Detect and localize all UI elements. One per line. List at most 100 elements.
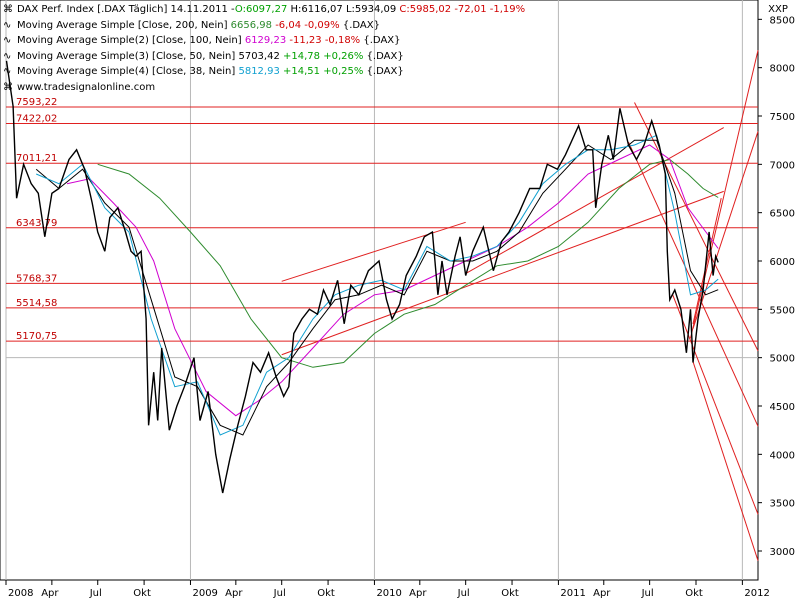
y-tick-label: 4500 xyxy=(770,402,795,413)
indicator-value: 6129,23 xyxy=(244,35,287,46)
source-link[interactable]: www.tradesignalonline.com xyxy=(17,81,156,93)
x-tick-label: Jul xyxy=(89,588,102,599)
y-tick-label: 7000 xyxy=(770,160,795,171)
legend-source-row: ⌘ www.tradesignalonline.com xyxy=(3,80,525,96)
level-label: 5170,75 xyxy=(16,331,57,342)
indicator-suffix: {.DAX} xyxy=(366,66,404,77)
legend-ma-row: ∿ Moving Average Simple [Close, 200, Nein… xyxy=(3,18,525,34)
indicator-suffix: {.DAX} xyxy=(363,35,401,46)
indicator-icon: ∿ xyxy=(3,66,12,77)
indicator-change: -11,23 xyxy=(289,35,322,46)
indicator-label: Moving Average Simple(3) [Close, 50, Nei… xyxy=(17,50,236,62)
instrument-change-pct: -1,19% xyxy=(489,4,526,15)
indicator-change-pct: -0,09% xyxy=(304,19,340,31)
legend-ma-row: ∿ Moving Average Simple(4) [Close, 38, Ne… xyxy=(3,64,525,80)
y-tick-label: 8500 xyxy=(770,15,795,26)
chart-legend: ⌘ DAX Perf. Index [.DAX Täglich] 14.11.20… xyxy=(3,2,525,95)
y-tick-label: 3500 xyxy=(770,499,795,510)
instrument-high: H:6116,07 xyxy=(290,4,343,15)
indicator-value: 5703,42 xyxy=(238,50,280,62)
x-tick-label: 2008 xyxy=(8,588,33,599)
indicator-label: Moving Average Simple [Close, 200, Nein] xyxy=(17,19,228,31)
indicator-change-pct: +0,25% xyxy=(323,66,364,77)
indicator-icon: ∿ xyxy=(3,35,12,46)
x-tick-label: Okt xyxy=(317,588,335,599)
indicator-change: -6,04 xyxy=(275,19,302,31)
x-tick-label: Apr xyxy=(593,588,611,599)
moving-average-line xyxy=(35,139,719,436)
moving-average-line xyxy=(97,158,719,368)
trend-line xyxy=(692,198,722,324)
trend-line xyxy=(634,102,759,352)
x-tick-label: Okt xyxy=(133,588,151,599)
y-tick-label: 8000 xyxy=(770,64,795,75)
indicator-icon: ∿ xyxy=(3,19,12,31)
x-tick-label: Apr xyxy=(409,588,427,599)
trend-line xyxy=(281,190,724,356)
level-label: 7593,22 xyxy=(16,97,57,108)
x-tick-label: Okt xyxy=(685,588,703,599)
indicator-label: Moving Average Simple(2) [Close, 100, Ne… xyxy=(17,35,242,46)
level-label: 5514,58 xyxy=(16,298,57,309)
x-tick-label: Jul xyxy=(641,588,654,599)
instrument-title: DAX Perf. Index [.DAX Täglich] 14.11.201… xyxy=(17,4,235,15)
instrument-close: C:5985,02 xyxy=(399,4,452,15)
x-axis: 2008 Apr Jul Okt 2009 Apr Jul Okt 2010 Apr Jul Okt 2… xyxy=(5,580,770,599)
x-tick-label: Okt xyxy=(501,588,519,599)
grid-lines xyxy=(5,0,758,580)
trend-line xyxy=(281,221,466,282)
trend-line xyxy=(671,293,759,515)
x-tick-label: 2009 xyxy=(192,588,217,599)
level-label: 5768,37 xyxy=(16,273,57,284)
x-tick-label: 2011 xyxy=(560,588,585,599)
indicator-value: 5812,93 xyxy=(238,66,280,77)
instrument-icon: ⌘ xyxy=(3,4,13,15)
x-tick-label: Apr xyxy=(225,588,243,599)
level-label: 7422,02 xyxy=(16,114,57,125)
y-tick-label: 6000 xyxy=(770,257,795,268)
trend-line xyxy=(689,50,759,339)
trend-line xyxy=(692,131,759,329)
price-series-group xyxy=(5,60,719,494)
x-tick-label: 2012 xyxy=(744,588,769,599)
indicator-suffix: {.DAX} xyxy=(366,50,404,62)
y-tick-label: 7500 xyxy=(770,112,795,123)
instrument-low: L:5934,09 xyxy=(345,4,397,15)
moving-average-line xyxy=(36,134,719,436)
indicator-change: +14,51 xyxy=(283,66,321,77)
moving-averages xyxy=(35,134,719,436)
y-axis-title: XXP xyxy=(768,4,788,15)
price-line xyxy=(5,60,719,494)
indicator-label: Moving Average Simple(4) [Close, 38, Nei… xyxy=(17,66,236,77)
moving-average-line xyxy=(66,144,719,417)
plot-frame xyxy=(0,0,759,581)
indicator-change-pct: -0,18% xyxy=(324,35,361,46)
level-label: 6343,79 xyxy=(16,218,57,229)
y-tick-label: 6500 xyxy=(770,209,795,220)
source-icon: ⌘ xyxy=(3,81,13,93)
horizontal-levels: 7593,22 7422,02 7011,21 6343,79 5768,37 5514,… xyxy=(6,97,758,342)
indicator-change: +14,78 xyxy=(283,50,321,62)
y-axis: 3000 3500 4000 4500 5000 5500 6000 6500 7000 7500… xyxy=(758,15,795,558)
instrument-change: -72,01 xyxy=(454,4,487,15)
indicator-change-pct: +0,26% xyxy=(323,50,364,62)
y-tick-label: 5500 xyxy=(770,305,795,316)
x-tick-label: Apr xyxy=(41,588,59,599)
legend-instrument-row: ⌘ DAX Perf. Index [.DAX Täglich] 14.11.20… xyxy=(3,2,525,18)
instrument-open: O:6097,27 xyxy=(234,4,288,15)
trend-line xyxy=(628,141,759,427)
level-label: 7011,21 xyxy=(16,153,57,164)
x-tick-label: 2010 xyxy=(376,588,401,599)
trend-line xyxy=(692,361,759,561)
y-tick-label: 5000 xyxy=(770,354,795,365)
indicator-suffix: {.DAX} xyxy=(342,19,380,31)
y-tick-label: 4000 xyxy=(770,450,795,461)
indicator-icon: ∿ xyxy=(3,50,12,62)
y-tick-label: 3000 xyxy=(770,547,795,558)
indicator-value: 6656,98 xyxy=(230,19,273,31)
legend-ma-row: ∿ Moving Average Simple(3) [Close, 50, Ne… xyxy=(3,49,525,65)
x-tick-label: Jul xyxy=(273,588,286,599)
legend-ma-row: ∿ Moving Average Simple(2) [Close, 100, N… xyxy=(3,33,525,49)
